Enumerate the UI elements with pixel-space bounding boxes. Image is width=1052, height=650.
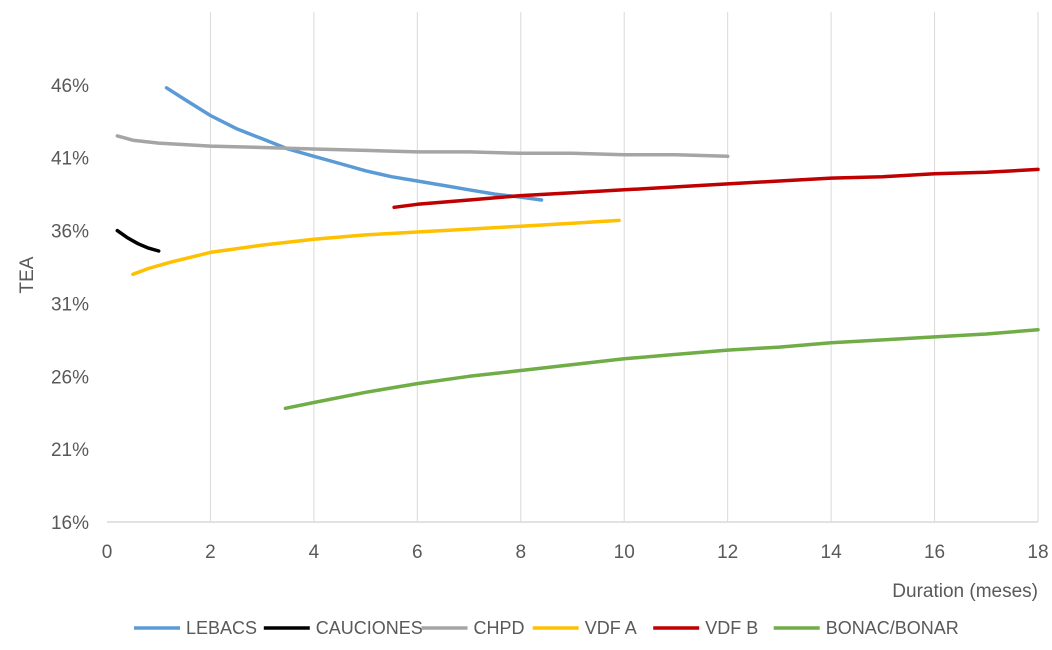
y-tick-label: 26% (51, 367, 89, 388)
legend-label-cauciones: CAUCIONES (316, 618, 423, 638)
legend-label-vdf-a: VDF A (585, 618, 637, 638)
series-lines (115, 86, 1040, 411)
x-tick-label: 6 (412, 542, 423, 563)
series-line-vdf-a (131, 218, 621, 277)
legend-label-vdf-b: VDF B (705, 618, 758, 638)
y-axis-title: TEA (17, 256, 38, 293)
series-line-cauciones (115, 228, 161, 253)
tick-labels: 0 2 4 6 8 10 12 14 16 18 16% 21% 26% 31% 36% 41% 46% (51, 76, 1049, 563)
legend-label-chpd: CHPD (474, 618, 525, 638)
x-tick-label: 18 (1027, 542, 1048, 563)
x-tick-label: 14 (821, 542, 843, 563)
x-axis-title: Duration (meses) (892, 581, 1038, 602)
x-tick-label: 8 (515, 542, 526, 563)
x-tick-label: 16 (924, 542, 945, 563)
legend-label-bonac-bonar: BONAC/BONAR (826, 618, 959, 638)
x-tick-label: 12 (717, 542, 738, 563)
x-tick-label: 4 (309, 542, 320, 563)
series-line-lebacs (164, 86, 544, 202)
series-line-vdf-b (392, 167, 1040, 210)
legend-label-lebacs: LEBACS (186, 618, 257, 638)
series-line-chpd (115, 134, 730, 159)
y-tick-label: 41% (51, 149, 89, 170)
legend: LEBACS CAUCIONES CHPD VDF A VDF B BONAC/BONAR (134, 618, 959, 638)
x-tick-label: 0 (102, 542, 113, 563)
y-tick-label: 31% (51, 294, 89, 315)
y-tick-label: 46% (51, 76, 89, 97)
x-tick-label: 10 (614, 542, 635, 563)
x-tick-label: 2 (205, 542, 216, 563)
y-tick-label: 36% (51, 222, 89, 243)
series-line-bonac-bonar (283, 327, 1040, 411)
y-tick-label: 21% (51, 440, 89, 461)
y-tick-label: 16% (51, 513, 89, 534)
gridlines (209, 12, 1039, 522)
